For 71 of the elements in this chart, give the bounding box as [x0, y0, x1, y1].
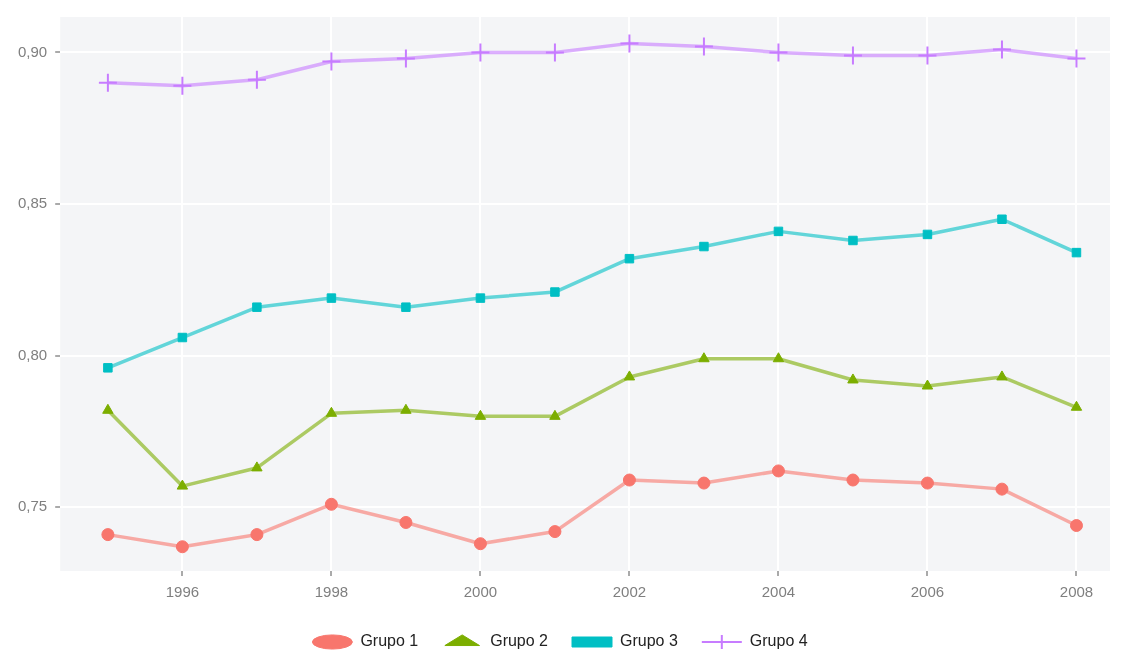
point [991, 39, 1012, 60]
x-tick-label: 2006 [910, 583, 945, 601]
point [917, 45, 938, 66]
point [401, 302, 411, 312]
point [772, 352, 785, 363]
legend-label: Grupo 4 [749, 632, 808, 650]
point [326, 293, 337, 303]
point [619, 33, 640, 54]
point [623, 370, 636, 381]
point [922, 229, 933, 240]
point [920, 476, 934, 490]
point [395, 48, 416, 69]
point [470, 42, 491, 63]
point [400, 403, 412, 414]
point [842, 45, 863, 66]
x-tick-label: 1998 [314, 583, 349, 601]
x-tick-label: 2004 [761, 583, 796, 601]
legend-label: Grupo 2 [490, 632, 549, 650]
point [176, 479, 189, 490]
point [246, 69, 267, 90]
point [697, 476, 711, 490]
point [996, 370, 1008, 381]
point [177, 332, 188, 343]
point [474, 409, 487, 420]
point [1071, 247, 1082, 258]
point [475, 293, 486, 303]
point [698, 352, 710, 363]
point [995, 482, 1009, 496]
point [251, 461, 263, 472]
point [102, 403, 114, 414]
point [101, 528, 115, 542]
point [622, 473, 636, 487]
point [768, 42, 789, 63]
point [550, 287, 560, 297]
x-tick-label: 2002 [612, 583, 647, 601]
point [325, 406, 338, 417]
point [997, 214, 1007, 224]
point [1066, 48, 1087, 69]
point [103, 363, 113, 373]
point [175, 540, 189, 554]
x-tick-label: 2008 [1059, 583, 1094, 601]
legend-label: Grupo 1 [360, 632, 419, 650]
point [321, 51, 342, 72]
point [399, 515, 413, 529]
point [544, 42, 565, 63]
x-tick-label: 2000 [463, 583, 498, 601]
point [773, 226, 784, 237]
point [548, 525, 562, 539]
point [846, 473, 860, 487]
point [549, 409, 561, 420]
point [624, 253, 635, 264]
point [921, 379, 934, 390]
legend-label: Grupo 3 [620, 632, 678, 650]
point [172, 75, 193, 96]
y-tick-label: 0,90 [17, 42, 48, 60]
point [473, 537, 487, 551]
y-tick-label: 0,80 [17, 345, 48, 363]
y-tick-label: 0,75 [17, 497, 48, 515]
point [848, 235, 858, 246]
point [847, 373, 859, 384]
x-tick-label: 1996 [165, 583, 200, 601]
point [250, 528, 264, 542]
point [97, 72, 118, 93]
point [324, 497, 338, 511]
point [252, 302, 262, 312]
point [1069, 519, 1083, 533]
point [1070, 400, 1083, 411]
point [699, 241, 709, 252]
point [771, 464, 785, 478]
point [693, 36, 714, 57]
y-tick-label: 0,85 [17, 194, 48, 212]
